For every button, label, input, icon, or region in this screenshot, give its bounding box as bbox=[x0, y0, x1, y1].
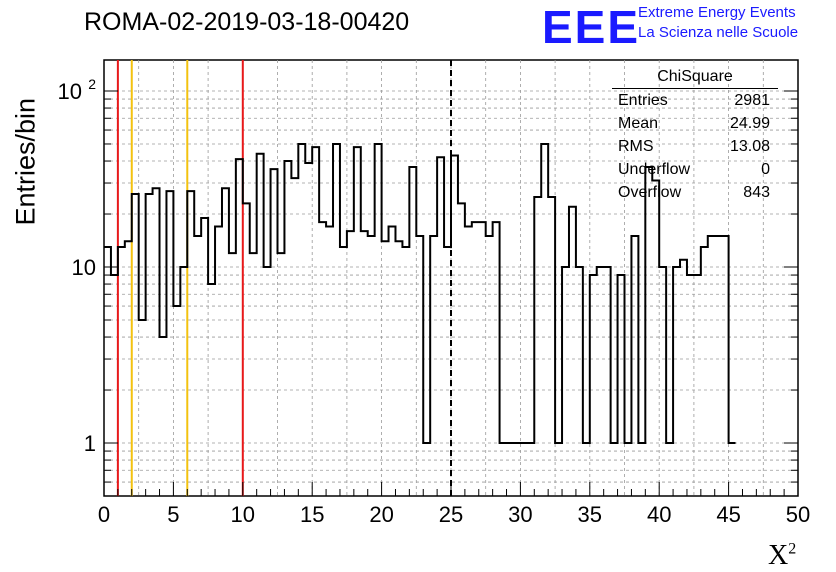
x-tick-label: 20 bbox=[369, 502, 393, 527]
x-tick-label: 0 bbox=[98, 502, 110, 527]
y-tick-label-superscript: 2 bbox=[88, 76, 96, 92]
histogram-path bbox=[104, 142, 736, 445]
stats-box: ChiSquare Entries 2981 Mean 24.99 RMS 13.08… bbox=[612, 68, 778, 204]
stats-row: Underflow 0 bbox=[612, 158, 778, 181]
x-tick-label: 50 bbox=[786, 502, 810, 527]
x-tick-label: 30 bbox=[508, 502, 532, 527]
axis-ticks: 0 5 10 15 20 25 30 35 40 45 50 1 10 10 2 bbox=[58, 76, 811, 527]
x-tick-label: 25 bbox=[439, 502, 463, 527]
x-tick-label: 15 bbox=[300, 502, 324, 527]
stats-value: 0 bbox=[761, 161, 770, 178]
x-axis-label: X2 bbox=[768, 540, 796, 572]
stats-label: Overflow bbox=[618, 184, 682, 201]
y-tick-label: 10 bbox=[72, 255, 96, 280]
stats-value: 2981 bbox=[734, 92, 770, 109]
x-tick-label: 10 bbox=[231, 502, 255, 527]
y-axis-label-box: Entries/bin bbox=[6, 97, 46, 226]
stats-label: Underflow bbox=[618, 161, 691, 178]
x-axis-label-text: X bbox=[768, 540, 789, 571]
x-tick-label: 35 bbox=[578, 502, 602, 527]
y-tick-label: 1 bbox=[84, 431, 96, 456]
stats-title: ChiSquare bbox=[612, 68, 778, 89]
y-tick-label: 10 bbox=[58, 79, 82, 104]
logo-line-2: La Scienza nelle Scuole bbox=[638, 24, 799, 41]
page-title: ROMA-02-2019-03-18-00420 bbox=[84, 8, 410, 36]
stats-row: Mean 24.99 bbox=[612, 112, 778, 135]
stats-row: Overflow 843 bbox=[612, 181, 778, 204]
stats-value: 843 bbox=[743, 184, 770, 201]
marker-lines bbox=[116, 60, 452, 496]
x-tick-label: 40 bbox=[647, 502, 671, 527]
stats-row: RMS 13.08 bbox=[612, 135, 778, 158]
stats-label: Mean bbox=[618, 115, 659, 132]
stats-row: Entries 2981 bbox=[612, 89, 778, 112]
eee-logo: EEE bbox=[542, 1, 641, 53]
stats-label: Entries bbox=[618, 92, 668, 109]
x-tick-label: 45 bbox=[716, 502, 740, 527]
logo-line-1: Extreme Energy Events bbox=[638, 4, 796, 21]
stats-label: RMS bbox=[618, 138, 654, 155]
stats-value: 24.99 bbox=[729, 115, 770, 132]
stats-value: 13.08 bbox=[729, 138, 770, 155]
y-axis-label: Entries/bin bbox=[10, 97, 41, 226]
x-axis-label-superscript: 2 bbox=[788, 540, 797, 558]
x-tick-label: 5 bbox=[167, 502, 179, 527]
